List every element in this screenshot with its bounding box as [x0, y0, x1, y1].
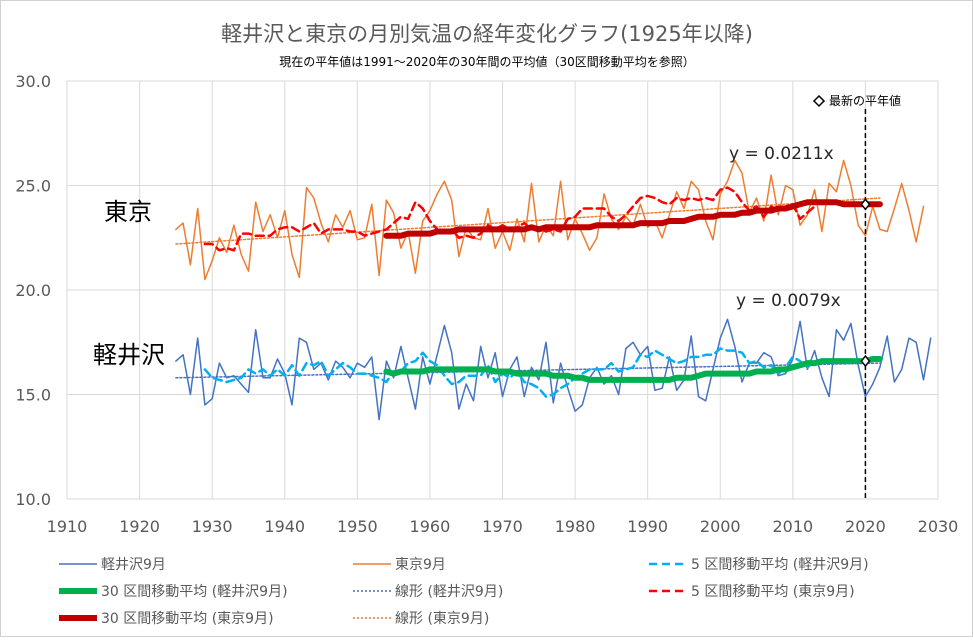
series-line-3 [383, 356, 883, 383]
y-tick-label: 30.0 [15, 72, 51, 91]
legend-entry: 5 区間移動平均 (東京9月) [691, 584, 855, 600]
x-tick-label: 2010 [772, 517, 813, 536]
x-tick-label: 1960 [410, 517, 451, 536]
series-line-4 [175, 362, 881, 379]
legend-entry: 線形 (東京9月) [395, 611, 489, 627]
y-tick-labels: 10.0 15.0 20.0 25.0 30.0 [15, 72, 51, 509]
legend-entry: 線形 (軽井沢9月) [395, 584, 503, 600]
latest-normal-label: 最新の平年値 [829, 93, 901, 108]
diamond-marker-icon [812, 94, 826, 108]
karuizawa-trend-equation: y = 0.0079x [736, 291, 841, 311]
x-tick-label: 1990 [627, 517, 668, 536]
series-line-7 [175, 197, 881, 245]
series-line-5 [203, 186, 816, 252]
x-tick-label: 1940 [264, 517, 305, 536]
y-tick-label: 25.0 [15, 177, 51, 196]
x-tick-label: 1910 [47, 517, 88, 536]
tokyo-trend-equation: y = 0.0211x [729, 144, 834, 164]
x-tick-label: 1920 [119, 517, 160, 536]
tokyo-label: 東京 [104, 198, 152, 226]
y-tick-label: 15.0 [15, 386, 51, 405]
series-layer [175, 159, 932, 421]
x-tick-label: 1930 [192, 517, 233, 536]
latest-normal-legend: 最新の平年値 [812, 93, 901, 108]
plot-area [66, 80, 939, 500]
legend: 軽井沢9月 東京9月 5 区間移動平均 (軽井沢9月) 30 区間移動平均 (軽井沢9… [59, 557, 869, 627]
series-line-6 [383, 199, 883, 239]
y-tick-label: 10.0 [15, 490, 51, 509]
series-line-0 [175, 318, 932, 421]
legend-entry: 5 区間移動平均 (軽井沢9月) [691, 557, 869, 573]
x-tick-label: 2000 [700, 517, 741, 536]
legend-entry: 東京9月 [395, 557, 446, 573]
y-tick-label: 20.0 [15, 281, 51, 300]
legend-entry: 30 区間移動平均 (軽井沢9月) [101, 584, 288, 600]
latest-normal-marker [860, 354, 871, 368]
annotation-layer [860, 109, 871, 499]
legend-entry: 軽井沢9月 [101, 557, 166, 573]
chart-title: 軽井沢と東京の月別気温の経年変化グラフ(1925年以降) [221, 22, 753, 46]
legend-entry: 30 区間移動平均 (東京9月) [101, 611, 274, 627]
x-tick-label: 1950 [337, 517, 378, 536]
karuizawa-label: 軽井沢 [93, 341, 165, 369]
x-tick-label: 1980 [555, 517, 596, 536]
chart-subtitle: 現在の平年値は1991～2020年の30年間の平均値（30区間移動平均を参照） [279, 54, 695, 69]
latest-normal-marker [860, 198, 871, 211]
series-line-2 [203, 347, 816, 398]
x-tick-label: 2020 [845, 517, 886, 536]
x-tick-label: 2030 [918, 517, 959, 536]
x-tick-label: 1970 [482, 517, 523, 536]
x-tick-labels: 1910 1920 1930 1940 1950 1960 1970 1980 1990 2000… [47, 517, 959, 536]
